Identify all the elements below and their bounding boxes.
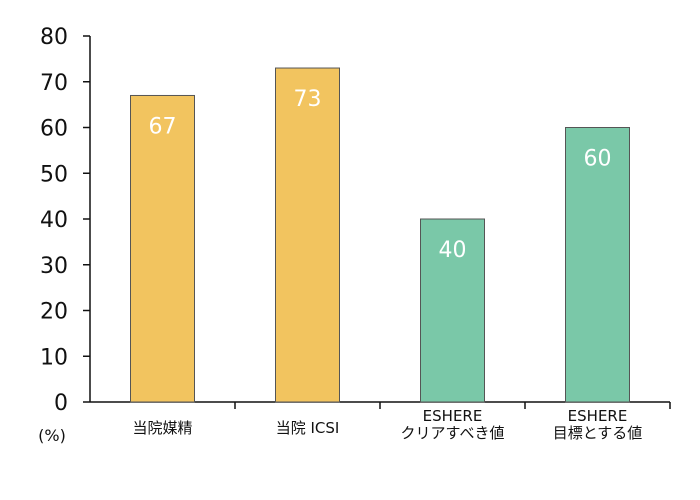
bar (420, 218, 485, 403)
category-label: ESHERE (423, 407, 483, 425)
y-tick-label: 80 (40, 25, 68, 50)
data-label: 60 (584, 147, 612, 172)
y-tick-label: 70 (40, 71, 68, 96)
y-unit-label: (%) (38, 426, 66, 445)
category-label: ESHERE (568, 407, 628, 425)
y-tick-label: 30 (40, 254, 68, 279)
y-tick-label: 60 (40, 117, 68, 142)
axes: 0 10 20 30 40 50 60 70 80 (40, 25, 671, 416)
category-label: 当院媒精 (132, 419, 192, 437)
category-label: クリアすべき値 (401, 424, 505, 442)
bar (275, 67, 340, 403)
bars (130, 67, 630, 403)
y-tick-label: 20 (40, 300, 68, 325)
category-label: 目標とする値 (553, 424, 643, 442)
y-tick-label: 40 (40, 208, 68, 233)
bar (130, 94, 195, 403)
bar (565, 127, 630, 403)
y-tick-label: 0 (54, 391, 68, 416)
category-label: 当院 ICSI (276, 419, 340, 437)
y-tick-label: 50 (40, 162, 68, 187)
data-label: 40 (439, 238, 467, 263)
data-label: 67 (149, 114, 177, 139)
y-tick-label: 10 (40, 345, 68, 370)
data-label: 73 (294, 87, 322, 112)
